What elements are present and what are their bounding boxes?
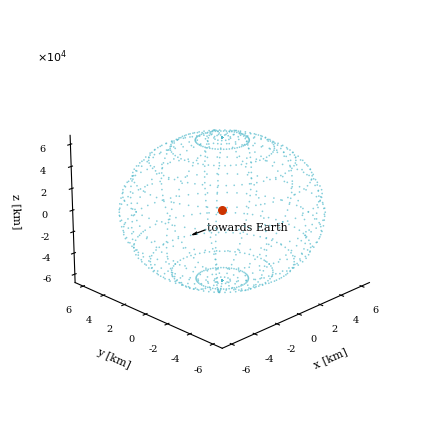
X-axis label: x [km]: x [km] <box>312 346 349 370</box>
Text: $\times 10^4$: $\times 10^4$ <box>37 48 67 64</box>
Y-axis label: y [km]: y [km] <box>95 346 132 370</box>
